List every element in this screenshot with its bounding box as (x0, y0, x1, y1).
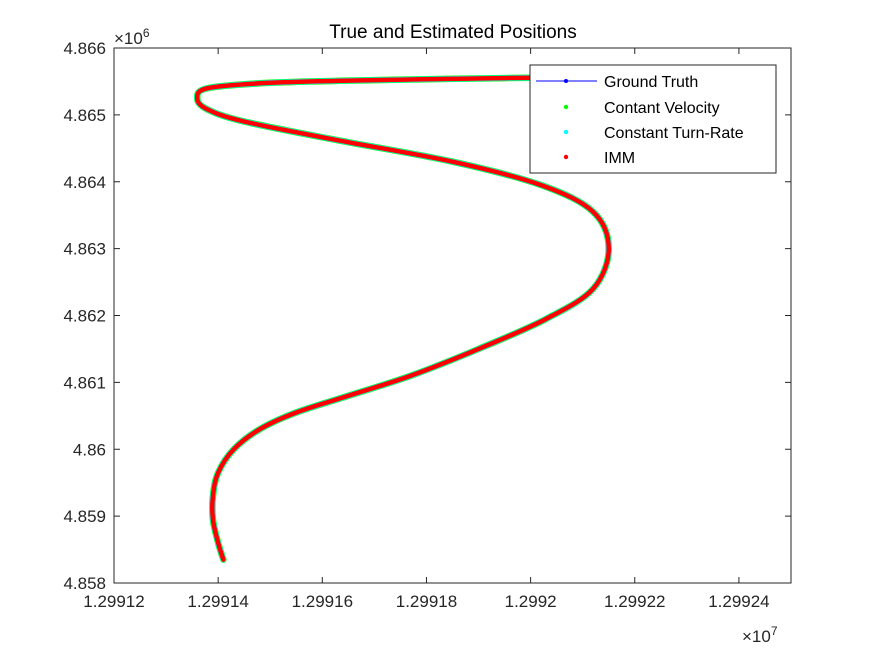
legend-marker-constant-velocity (563, 104, 569, 110)
y-tick-label: 4.86 (73, 440, 106, 459)
x-tick-label: 1.29912 (83, 592, 144, 611)
legend-label-constant-turn-rate: Constant Turn-Rate (604, 125, 744, 142)
y-tick-label: 4.863 (63, 240, 106, 259)
x-multiplier-label: ×107 (742, 624, 778, 646)
legend-marker-imm (563, 154, 569, 160)
x-tick-label: 1.29924 (708, 592, 769, 611)
y-multiplier: ×106 (114, 26, 150, 48)
y-multiplier-label: ×106 (114, 26, 150, 48)
x-multiplier: ×107 (742, 624, 778, 646)
x-multiplier-exponent: 7 (771, 624, 778, 638)
y-multiplier-exponent: 6 (143, 26, 150, 40)
y-tick-label: 4.859 (63, 507, 106, 526)
legend-label-ground-truth: Ground Truth (604, 74, 698, 91)
x-tick-label: 1.29922 (604, 592, 665, 611)
y-tick-label: 4.866 (63, 39, 106, 58)
trajectory-layer (193, 73, 628, 563)
legend-entry-constant-turn-rate: Constant Turn-Rate (563, 125, 744, 142)
y-tick-label: 4.861 (63, 373, 106, 392)
x-tick-label: 1.29916 (292, 592, 353, 611)
y-tick-label: 4.864 (63, 173, 106, 192)
series-imm-overlay (195, 74, 627, 562)
legend-label-constant-velocity: Contant Velocity (604, 100, 720, 117)
y-tick-label: 4.865 (63, 106, 106, 125)
y-axis: 4.858 4.859 4.86 4.861 4.862 4.863 4.864 4.865 4… (63, 39, 791, 593)
legend-entry-constant-velocity: Contant Velocity (563, 100, 720, 117)
y-tick-label: 4.858 (63, 574, 106, 593)
chart-title: True and Estimated Positions (329, 22, 576, 43)
x-tick-label: 1.29914 (187, 592, 248, 611)
x-axis: 1.29912 1.29914 1.29916 1.29918 1.2992 1.2992… (83, 48, 770, 611)
legend-marker-constant-turn-rate (563, 129, 569, 135)
legend: Ground Truth Contant Velocity Constant T… (529, 64, 777, 174)
x-tick-label: 1.29918 (396, 592, 457, 611)
y-tick-label: 4.862 (63, 307, 106, 326)
legend-label-imm: IMM (604, 150, 635, 167)
legend-box (529, 64, 777, 174)
x-tick-label: 1.2992 (505, 592, 557, 611)
legend-entry-ground-truth: Ground Truth (536, 74, 698, 91)
legend-marker-ground-truth (564, 79, 568, 83)
legend-entry-imm: IMM (563, 150, 635, 167)
